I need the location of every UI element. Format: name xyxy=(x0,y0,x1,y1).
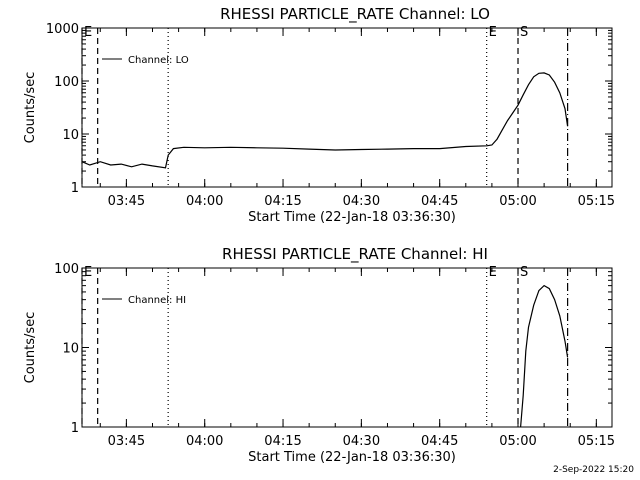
series-line xyxy=(520,284,569,428)
chart-panel-2: RHESSI PARTICLE_RATE Channel: HI 1 10 100 03… xyxy=(23,245,615,465)
y-tick-label: 1000 xyxy=(46,22,79,37)
x-tick-label: 03:45 xyxy=(108,194,145,209)
footer-timestamp: 2-Sep-2022 15:20 xyxy=(553,465,634,475)
y-tick-label: 10 xyxy=(62,342,79,357)
x-tick-label: 03:45 xyxy=(108,434,145,449)
x-tick-label: 04:00 xyxy=(186,194,223,209)
plot-frame xyxy=(81,27,613,188)
chart-title: RHESSI PARTICLE_RATE Channel: HI xyxy=(222,245,488,264)
y-tick-label: 100 xyxy=(54,262,79,277)
x-tick-label: 05:00 xyxy=(499,194,536,209)
x-tick-label: 04:15 xyxy=(264,194,301,209)
legend-label: Channel: HI xyxy=(128,295,186,306)
event-marker-label: E xyxy=(489,265,497,280)
x-tick-label: 04:45 xyxy=(421,194,458,209)
x-tick-label: 05:15 xyxy=(578,194,615,209)
x-axis-label: Start Time (22-Jan-18 03:36:30) xyxy=(248,210,456,225)
x-tick-label: 04:00 xyxy=(186,434,223,449)
event-marker-label: E xyxy=(84,265,92,280)
x-tick-label: 04:45 xyxy=(421,434,458,449)
event-marker-label: S xyxy=(520,265,528,280)
series-line xyxy=(81,72,569,169)
y-tick-label: 10 xyxy=(62,128,79,143)
y-axis-label: Counts/sec xyxy=(23,312,38,384)
x-axis-label: Start Time (22-Jan-18 03:36:30) xyxy=(248,450,456,465)
legend-label: Channel: LO xyxy=(128,55,189,66)
event-marker-label: S xyxy=(520,25,528,40)
y-tick-label: 100 xyxy=(54,75,79,90)
event-marker-label: E xyxy=(489,25,497,40)
event-marker-label: E xyxy=(84,25,92,40)
chart-panel-1: RHESSI PARTICLE_RATE Channel: LO 1 10 100 10… xyxy=(23,5,615,225)
x-tick-label: 04:15 xyxy=(264,434,301,449)
y-tick-label: 1 xyxy=(71,421,79,436)
plot-frame xyxy=(81,267,613,428)
y-tick-label: 1 xyxy=(71,181,79,196)
x-tick-label: 05:00 xyxy=(499,434,536,449)
y-axis-label: Counts/sec xyxy=(23,72,38,144)
chart-title: RHESSI PARTICLE_RATE Channel: LO xyxy=(220,5,490,24)
x-tick-label: 04:30 xyxy=(343,434,380,449)
x-tick-label: 05:15 xyxy=(578,434,615,449)
x-tick-label: 04:30 xyxy=(343,194,380,209)
